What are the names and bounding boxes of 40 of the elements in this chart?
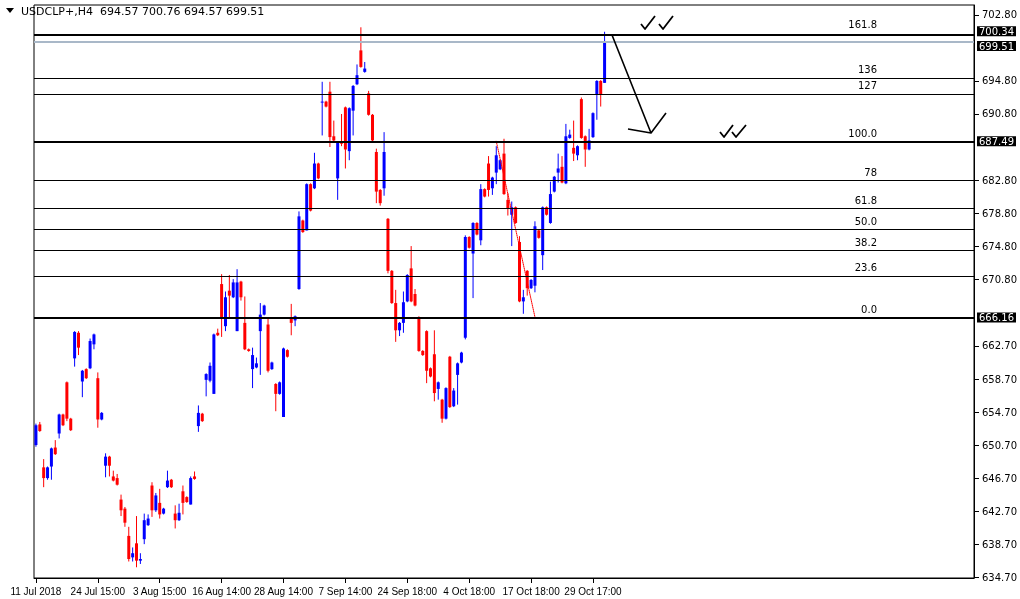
x-tick-label: 17 Oct 18:00 [502, 585, 561, 597]
annotation: 127 [857, 80, 878, 92]
chart-title: USDCLP+,H4 694.57 700.76 694.57 699.51 [21, 5, 265, 18]
ref-line-label: 700.34 [979, 25, 1015, 37]
y-tick-label: 662.70 [982, 340, 1018, 352]
annotation: 0.0 [861, 303, 877, 315]
annotation: 61.8 [854, 195, 877, 207]
x-tick-label: 4 Oct 18:00 [443, 585, 496, 597]
x-tick-label: 24 Sep 18:00 [377, 585, 438, 597]
ref-line-label: 699.51 [979, 40, 1015, 52]
annotation: 161.8 [848, 18, 878, 30]
y-tick-label: 658.70 [982, 373, 1018, 385]
ref-line-label: 666.16 [979, 311, 1015, 323]
x-tick-label: 29 Oct 17:00 [564, 585, 623, 597]
x-tick-label: 3 Aug 15:00 [133, 585, 187, 597]
y-tick-label: 694.80 [982, 75, 1018, 87]
y-tick-label: 682.80 [982, 174, 1018, 186]
x-tick-label: 7 Sep 14:00 [318, 585, 373, 597]
y-tick-label: 678.80 [982, 207, 1018, 219]
x-tick-label: 16 Aug 14:00 [192, 585, 252, 597]
y-tick-label: 634.70 [982, 571, 1018, 583]
x-tick-label: 24 Jul 15:00 [70, 585, 126, 597]
y-tick-label: 650.70 [982, 439, 1018, 451]
annotation: 136 [857, 64, 878, 76]
y-tick-label: 638.70 [982, 538, 1018, 550]
x-tick-label: 28 Aug 14:00 [254, 585, 314, 597]
y-tick-label: 690.80 [982, 108, 1018, 120]
y-tick-label: 646.70 [982, 472, 1018, 484]
annotation: 100.0 [848, 127, 878, 139]
annotation: 50.0 [854, 215, 877, 227]
annotation: 23.6 [854, 262, 877, 274]
y-tick-label: 642.70 [982, 505, 1018, 517]
y-tick-label: 670.80 [982, 273, 1018, 285]
annotation: 78 [864, 166, 878, 178]
y-tick-label: 674.80 [982, 240, 1018, 252]
x-tick-label: 11 Jul 2018 [10, 585, 62, 597]
annotation: 38.2 [854, 236, 877, 248]
y-tick-label: 702.80 [982, 9, 1018, 21]
ref-line-label: 687.49 [979, 135, 1015, 147]
y-tick-label: 654.70 [982, 406, 1018, 418]
